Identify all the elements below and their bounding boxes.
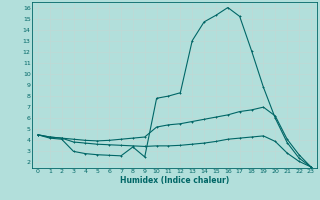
X-axis label: Humidex (Indice chaleur): Humidex (Indice chaleur) xyxy=(120,176,229,185)
